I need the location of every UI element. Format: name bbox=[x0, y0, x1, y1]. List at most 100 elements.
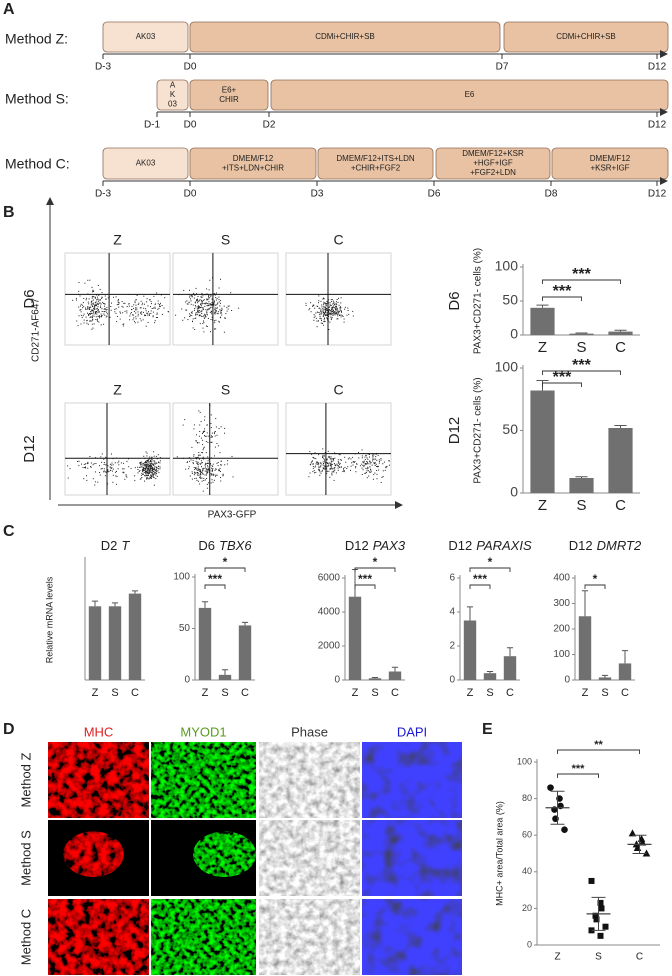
flow-dot bbox=[145, 469, 147, 471]
flow-dot bbox=[154, 468, 155, 470]
flow-dot bbox=[157, 454, 159, 456]
flow-dot bbox=[111, 467, 113, 469]
flow-dot bbox=[356, 463, 358, 465]
flow-dot bbox=[134, 480, 136, 482]
flow-dot bbox=[195, 457, 197, 458]
flow-dot bbox=[326, 473, 328, 475]
flow-dot bbox=[116, 321, 118, 323]
title-gene: PARAXIS bbox=[476, 538, 532, 553]
flow-dot bbox=[340, 297, 342, 299]
flow-dot bbox=[72, 299, 74, 301]
data-point bbox=[593, 916, 600, 923]
flow-dot bbox=[118, 302, 120, 304]
flow-dots bbox=[176, 404, 234, 492]
flow-dot bbox=[334, 304, 335, 306]
flow-dot bbox=[331, 307, 333, 309]
flow-dot bbox=[101, 311, 103, 312]
flow-dot bbox=[363, 462, 365, 464]
flow-dot bbox=[214, 312, 216, 314]
flow-dot bbox=[153, 465, 155, 466]
flow-dot bbox=[373, 462, 375, 464]
flow-dot bbox=[334, 467, 336, 469]
method-label: Method C: bbox=[5, 156, 70, 172]
flow-dot bbox=[114, 311, 116, 313]
flow-dot bbox=[333, 302, 335, 304]
flow-dot bbox=[139, 307, 141, 309]
flow-dot bbox=[221, 307, 223, 309]
flow-dot bbox=[141, 313, 143, 315]
flow-dot bbox=[142, 470, 144, 472]
flow-dot bbox=[203, 446, 205, 448]
bar bbox=[348, 596, 362, 680]
flow-dot bbox=[202, 439, 204, 441]
flow-dot bbox=[333, 479, 335, 481]
flow-dot bbox=[143, 465, 145, 467]
flow-dot bbox=[200, 311, 202, 313]
flow-dot bbox=[335, 309, 337, 310]
flow-dot bbox=[146, 466, 148, 467]
flow-dot bbox=[148, 478, 150, 480]
x-tick-label: C bbox=[391, 687, 399, 699]
y-tick-label: 50 bbox=[502, 421, 518, 437]
flow-dot bbox=[146, 467, 148, 469]
flow-dot bbox=[94, 305, 95, 307]
flow-dot bbox=[319, 469, 321, 471]
flow-dot bbox=[128, 466, 130, 468]
flow-dot bbox=[118, 299, 119, 301]
flow-dot bbox=[97, 306, 99, 308]
flow-dot bbox=[211, 465, 213, 467]
flow-dot bbox=[312, 304, 314, 306]
flow-dot bbox=[199, 473, 201, 475]
flow-dot bbox=[331, 471, 333, 473]
flow-dot bbox=[336, 307, 338, 309]
flow-dot bbox=[317, 462, 319, 464]
bar bbox=[598, 677, 612, 680]
flow-dot bbox=[206, 472, 208, 474]
flow-dot bbox=[321, 313, 323, 315]
flow-dot bbox=[329, 458, 331, 460]
flow-dot bbox=[158, 307, 160, 309]
flow-dot bbox=[136, 294, 138, 296]
flow-dot bbox=[182, 424, 184, 426]
flow-dot bbox=[317, 311, 319, 313]
image-column-label: MYOD1 bbox=[180, 724, 226, 739]
flow-dot bbox=[323, 459, 325, 461]
flow-dot bbox=[99, 302, 101, 304]
flow-dot bbox=[156, 313, 158, 315]
flow-dot bbox=[211, 437, 213, 438]
flow-dot bbox=[157, 470, 159, 472]
flow-dot bbox=[104, 303, 106, 305]
flow-dot bbox=[153, 477, 155, 479]
flow-dot bbox=[322, 308, 324, 310]
flow-dot bbox=[81, 317, 83, 319]
micrograph bbox=[48, 899, 149, 975]
flow-dot bbox=[91, 323, 93, 325]
flow-dot bbox=[196, 457, 198, 458]
flow-dot bbox=[328, 313, 330, 315]
flow-dot bbox=[335, 306, 337, 307]
flow-dot bbox=[204, 305, 206, 307]
flow-dot bbox=[370, 468, 371, 470]
flow-dot bbox=[367, 458, 369, 460]
flow-dot bbox=[157, 300, 159, 302]
method-label: Method S: bbox=[5, 91, 69, 107]
flow-dot bbox=[210, 304, 211, 306]
flow-dot bbox=[339, 307, 341, 309]
flow-dot bbox=[310, 311, 312, 313]
flow-dot bbox=[95, 301, 97, 303]
flow-dot bbox=[104, 305, 106, 307]
flow-dot bbox=[137, 469, 139, 470]
flow-dot bbox=[200, 299, 202, 301]
flow-dot bbox=[339, 463, 341, 465]
flow-dot bbox=[326, 312, 328, 314]
flow-dot bbox=[319, 312, 321, 314]
flow-dot bbox=[316, 326, 318, 328]
flow-dot bbox=[216, 307, 218, 309]
flow-dot bbox=[372, 458, 374, 460]
flow-dot bbox=[118, 306, 120, 308]
flow-y-label: CD271-AF647 bbox=[31, 298, 42, 362]
flow-dot bbox=[130, 313, 132, 315]
flow-dot bbox=[197, 310, 198, 312]
flow-dot bbox=[325, 314, 327, 316]
flow-dot bbox=[196, 468, 198, 470]
